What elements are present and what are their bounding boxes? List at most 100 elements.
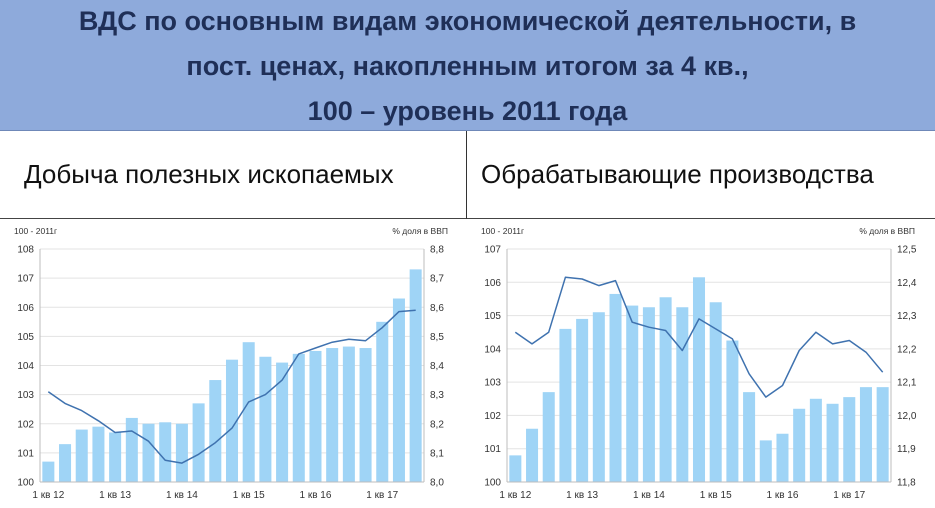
panel-divider bbox=[466, 131, 467, 219]
right-chart-xtick: 1 кв 13 bbox=[566, 490, 598, 501]
left-chart-xtick: 1 кв 16 bbox=[300, 490, 332, 501]
left-chart-bar bbox=[359, 348, 372, 482]
left-chart-bar bbox=[159, 422, 172, 482]
right-chart-bar bbox=[542, 392, 555, 482]
left-panel-title: Добыча полезных ископаемых bbox=[24, 159, 394, 189]
left-chart-ytick-left: 108 bbox=[17, 245, 34, 256]
right-chart-bar bbox=[642, 307, 655, 482]
left-chart-bar bbox=[42, 461, 55, 482]
right-chart-ytick-left: 107 bbox=[484, 245, 501, 256]
left-chart-bar bbox=[342, 346, 355, 482]
left-chart-bar bbox=[259, 356, 272, 482]
left-chart-ytick-left: 105 bbox=[17, 332, 34, 343]
left-chart-bar bbox=[392, 298, 405, 482]
right-chart-ytick-right: 12,2 bbox=[897, 344, 917, 355]
right-chart-xtick: 1 кв 16 bbox=[767, 490, 799, 501]
left-chart-bar bbox=[292, 353, 305, 482]
left-chart-bar bbox=[276, 362, 289, 482]
right-chart-ytick-left: 100 bbox=[484, 478, 501, 489]
left-chart-bar bbox=[75, 429, 88, 482]
right-chart-bar bbox=[843, 397, 856, 482]
right-chart-ytick-right: 11,8 bbox=[897, 478, 916, 489]
header-title-line-3: 100 – уровень 2011 года bbox=[307, 96, 628, 126]
right-chart-ytick-right: 12,1 bbox=[897, 378, 917, 389]
header-title-line-1: ВДС по основным видам экономической деят… bbox=[78, 6, 857, 36]
left-chart: 100 101 102 103 104 105 106 107 108 8,0 8,1 8,2 8,3 8… bbox=[14, 226, 448, 501]
left-chart-ytick-right: 8,8 bbox=[430, 245, 444, 256]
left-chart-ytick-right: 8,4 bbox=[430, 361, 444, 372]
right-chart-ytick-right: 12,4 bbox=[897, 278, 917, 289]
right-chart-bar bbox=[676, 307, 689, 482]
right-chart-xtick: 1 кв 14 bbox=[633, 490, 665, 501]
left-chart-bar bbox=[225, 359, 239, 482]
left-chart-left-axis-label: 100 - 2011г bbox=[14, 226, 57, 236]
right-chart-ytick-right: 11,9 bbox=[897, 444, 916, 455]
left-chart-container: 100 101 102 103 104 105 106 107 108 8,0 8,1 8,2 8,3 8… bbox=[0, 219, 466, 503]
right-chart-bar bbox=[559, 328, 572, 482]
right-chart-container: 100 101 102 103 104 105 106 107 11,8 11,9 12,0 12,1… bbox=[467, 219, 933, 503]
left-chart-right-axis-label: % доля в ВВП bbox=[392, 226, 448, 236]
right-chart-ytick-right: 12,3 bbox=[897, 311, 917, 322]
left-chart-ytick-left: 102 bbox=[17, 419, 34, 430]
left-chart-xtick: 1 кв 17 bbox=[366, 490, 398, 501]
right-chart-bar bbox=[526, 428, 539, 482]
left-chart-ytick-left: 100 bbox=[17, 478, 34, 489]
left-chart-bar bbox=[309, 350, 322, 482]
left-chart-bar bbox=[109, 432, 122, 482]
right-chart-ytick-right: 12,0 bbox=[897, 411, 917, 422]
right-chart-bar bbox=[659, 297, 672, 482]
right-chart-bar bbox=[809, 398, 822, 482]
left-chart-xtick: 1 кв 13 bbox=[99, 490, 131, 501]
left-chart-xtick: 1 кв 12 bbox=[32, 490, 64, 501]
right-chart-bar bbox=[726, 340, 739, 482]
left-chart-bar bbox=[142, 423, 155, 482]
right-chart: 100 101 102 103 104 105 106 107 11,8 11,9 12,0 12,1… bbox=[481, 226, 917, 501]
left-chart-ytick-right: 8,3 bbox=[430, 390, 444, 401]
right-panel-title: Обрабатывающие производства bbox=[481, 159, 874, 189]
right-chart-xtick: 1 кв 17 bbox=[833, 490, 865, 501]
right-chart-bar bbox=[793, 408, 806, 482]
right-chart-bar bbox=[876, 387, 889, 482]
left-chart-share-line bbox=[47, 309, 416, 464]
right-chart-bar bbox=[626, 305, 639, 482]
panel-titles-row: Добыча полезных ископаемых Обрабатывающи… bbox=[0, 131, 935, 219]
left-chart-xtick: 1 кв 14 bbox=[166, 490, 198, 501]
left-chart-bar bbox=[175, 423, 188, 482]
right-chart-bar bbox=[709, 302, 722, 482]
right-chart-bar bbox=[759, 440, 772, 482]
left-chart-bar bbox=[192, 403, 205, 482]
right-chart-ytick-right: 12,5 bbox=[897, 245, 917, 256]
right-chart-xtick: 1 кв 15 bbox=[700, 490, 732, 501]
left-chart-ytick-left: 104 bbox=[17, 361, 34, 372]
left-chart-ytick-left: 106 bbox=[17, 303, 34, 314]
right-chart-bar bbox=[743, 392, 756, 482]
left-chart-ytick-right: 8,7 bbox=[430, 274, 444, 285]
left-chart-bar bbox=[242, 342, 255, 482]
right-chart-share-line bbox=[514, 276, 884, 398]
right-chart-bar bbox=[776, 433, 789, 482]
left-chart-bar bbox=[209, 380, 222, 482]
left-chart-bar bbox=[125, 417, 138, 482]
right-chart-bar bbox=[609, 293, 622, 482]
left-chart-ytick-right: 8,1 bbox=[430, 448, 444, 459]
right-chart-ytick-left: 105 bbox=[484, 311, 501, 322]
header-title-line-2: пост. ценах, накопленным итогом за 4 кв.… bbox=[186, 51, 749, 81]
right-chart-bar bbox=[592, 312, 605, 482]
right-chart-left-axis-label: 100 - 2011г bbox=[481, 226, 524, 236]
left-chart-bar bbox=[92, 426, 105, 482]
right-chart-ytick-left: 101 bbox=[484, 444, 501, 455]
header-banner: ВДС по основным видам экономической деят… bbox=[0, 0, 935, 131]
left-chart-ytick-right: 8,2 bbox=[430, 419, 444, 430]
right-chart-bar bbox=[859, 387, 872, 482]
right-chart-bar bbox=[692, 277, 706, 482]
right-chart-bar bbox=[509, 455, 522, 482]
right-chart-xtick: 1 кв 12 bbox=[499, 490, 531, 501]
left-chart-bar bbox=[376, 321, 389, 482]
left-chart-bar bbox=[326, 348, 339, 482]
left-chart-bar bbox=[59, 444, 72, 482]
right-chart-ytick-left: 102 bbox=[484, 411, 501, 422]
right-chart-right-axis-label: % доля в ВВП bbox=[859, 226, 915, 236]
left-chart-ytick-left: 103 bbox=[17, 390, 34, 401]
left-chart-ytick-right: 8,6 bbox=[430, 303, 444, 314]
left-chart-ytick-right: 8,0 bbox=[430, 478, 444, 489]
